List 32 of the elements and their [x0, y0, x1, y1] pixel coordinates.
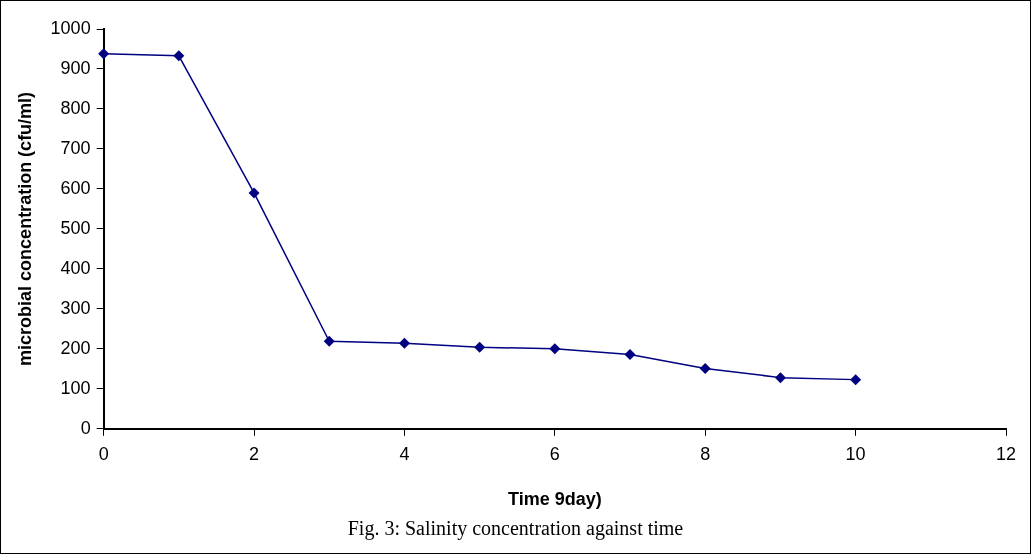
point [774, 372, 786, 384]
x-tick-label: 0 [98, 443, 109, 464]
point [98, 48, 110, 60]
y-tick-label: 900 [60, 57, 91, 78]
x-tick-label: 8 [700, 443, 711, 464]
y-tick-label: 1000 [50, 17, 91, 38]
point [474, 341, 486, 353]
y-tick-label: 200 [60, 337, 91, 358]
y-axis-title: microbial concentration (cfu/ml) [14, 91, 35, 366]
caption: Fig. 3: Salinity concentration against time [346, 517, 685, 540]
point [850, 374, 862, 386]
x-tick-label: 2 [249, 443, 260, 464]
y-tick-label: 100 [60, 377, 91, 398]
point [173, 50, 185, 62]
x-axis-title: Time 9day) [507, 489, 602, 510]
point [248, 187, 260, 199]
point [323, 335, 335, 347]
y-tick-label: 800 [60, 97, 91, 118]
y-tick-label: 300 [60, 297, 91, 318]
y-tick-label: 600 [60, 177, 91, 198]
point [624, 348, 636, 360]
y-tick-label: 400 [60, 257, 91, 278]
point [398, 337, 410, 349]
y-tick-label: 700 [60, 137, 91, 158]
x-tick-label: 6 [549, 443, 560, 464]
point [699, 362, 711, 374]
x-tick-label: 10 [845, 443, 866, 464]
x-tick-label: 12 [995, 443, 1017, 464]
x-tick-label: 4 [399, 443, 410, 464]
y-tick-label: 0 [80, 417, 91, 438]
y-tick-label: 500 [60, 217, 91, 238]
point [549, 343, 561, 355]
